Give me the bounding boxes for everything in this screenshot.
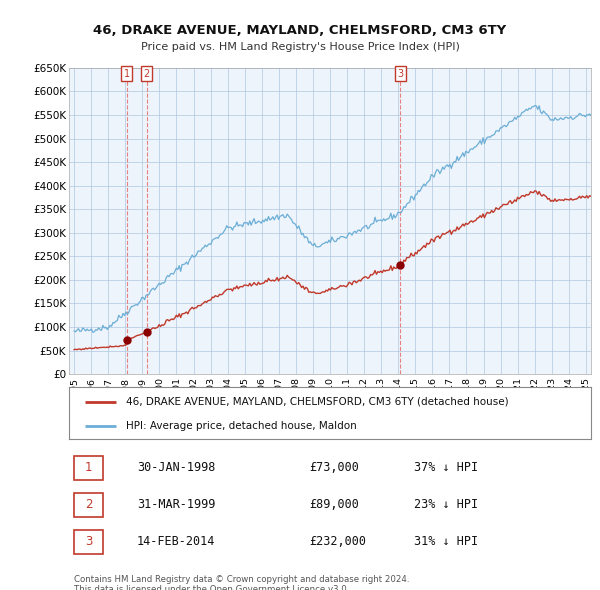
Text: 30-JAN-1998: 30-JAN-1998 — [137, 461, 215, 474]
Text: 2: 2 — [85, 499, 92, 512]
Text: 3: 3 — [85, 535, 92, 548]
Text: £232,000: £232,000 — [309, 535, 366, 548]
Text: 1: 1 — [124, 68, 130, 78]
Text: 31-MAR-1999: 31-MAR-1999 — [137, 499, 215, 512]
Text: 46, DRAKE AVENUE, MAYLAND, CHELMSFORD, CM3 6TY: 46, DRAKE AVENUE, MAYLAND, CHELMSFORD, C… — [94, 24, 506, 37]
Text: 46, DRAKE AVENUE, MAYLAND, CHELMSFORD, CM3 6TY (detached house): 46, DRAKE AVENUE, MAYLAND, CHELMSFORD, C… — [127, 396, 509, 407]
Text: £89,000: £89,000 — [309, 499, 359, 512]
Text: 31% ↓ HPI: 31% ↓ HPI — [413, 535, 478, 548]
Text: HPI: Average price, detached house, Maldon: HPI: Average price, detached house, Mald… — [127, 421, 357, 431]
Text: 3: 3 — [397, 68, 403, 78]
FancyBboxPatch shape — [74, 530, 103, 554]
Text: 2: 2 — [143, 68, 150, 78]
Text: 37% ↓ HPI: 37% ↓ HPI — [413, 461, 478, 474]
Text: Price paid vs. HM Land Registry's House Price Index (HPI): Price paid vs. HM Land Registry's House … — [140, 42, 460, 53]
Text: 1: 1 — [85, 461, 92, 474]
Text: 14-FEB-2014: 14-FEB-2014 — [137, 535, 215, 548]
FancyBboxPatch shape — [74, 456, 103, 480]
Text: £73,000: £73,000 — [309, 461, 359, 474]
Text: Contains HM Land Registry data © Crown copyright and database right 2024.
This d: Contains HM Land Registry data © Crown c… — [74, 575, 410, 590]
Text: 23% ↓ HPI: 23% ↓ HPI — [413, 499, 478, 512]
FancyBboxPatch shape — [74, 493, 103, 517]
